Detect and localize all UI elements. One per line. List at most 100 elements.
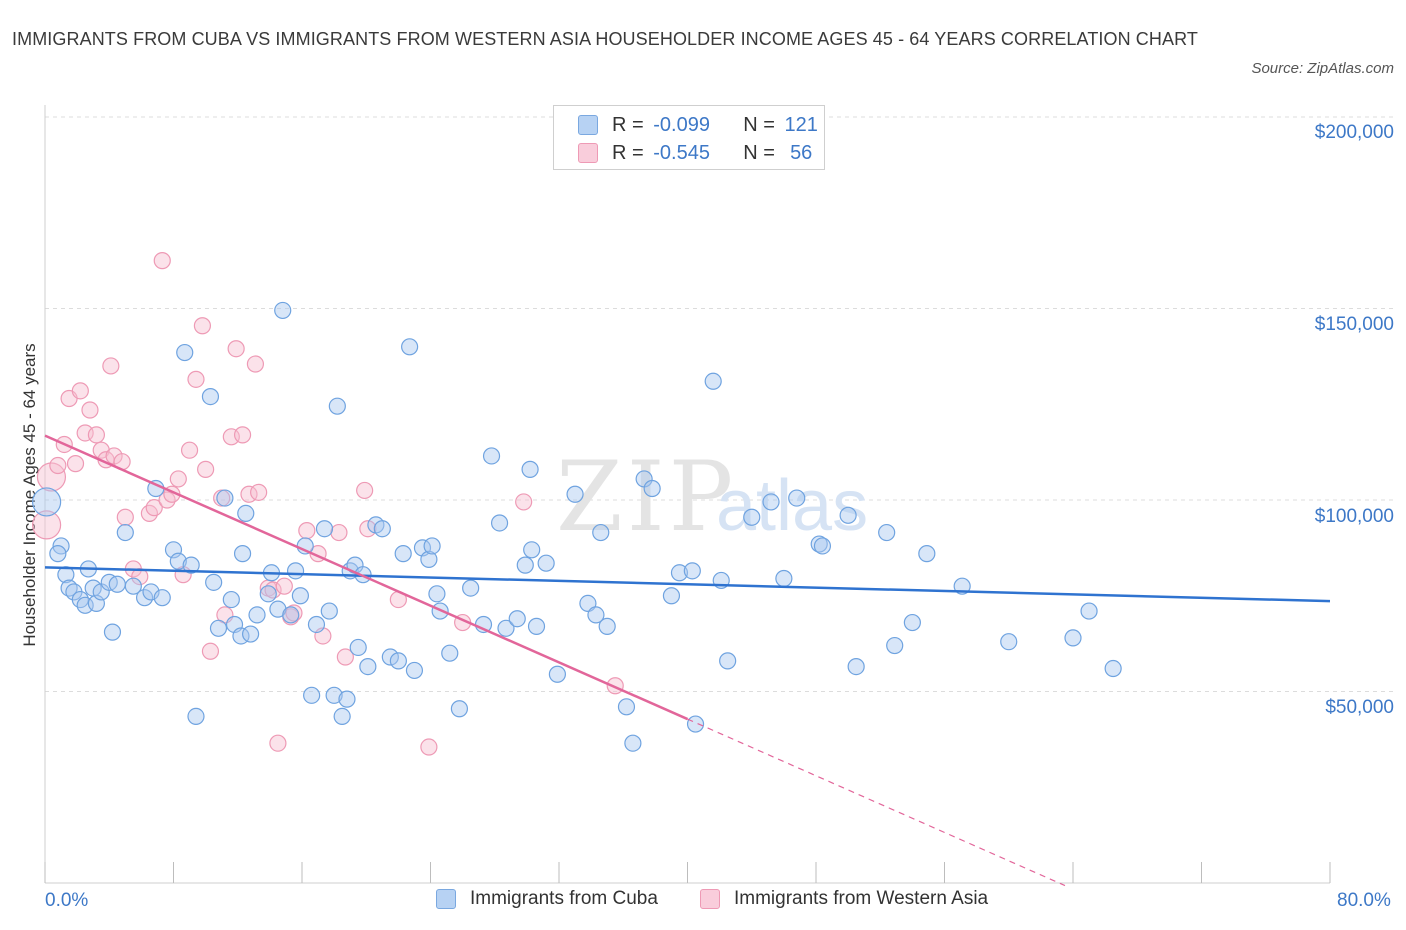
point-western-asia: [197, 460, 215, 478]
point-cuba: [670, 564, 689, 582]
watermark-atlas: atlas: [716, 466, 868, 546]
point-cuba: [169, 552, 187, 570]
point-western-asia: [269, 734, 287, 752]
point-cuba: [516, 556, 534, 574]
point-cuba: [176, 343, 194, 362]
point-cuba: [303, 686, 321, 704]
point-western-asia: [87, 426, 106, 444]
watermark-zip: ZIP: [556, 441, 737, 553]
point-cuba: [359, 658, 377, 676]
point-cuba: [32, 487, 62, 517]
point-western-asia: [36, 462, 67, 492]
point-western-asia: [102, 357, 120, 375]
gridlines: [45, 116, 1395, 692]
point-western-asia: [515, 493, 533, 511]
point-cuba: [222, 590, 240, 609]
point-cuba: [704, 372, 722, 390]
point-cuba: [328, 397, 346, 415]
watermark: ZIP atlas: [556, 441, 868, 553]
point-western-asia: [49, 456, 67, 475]
point-cuba: [788, 489, 806, 507]
series-western-asia: [32, 252, 624, 756]
point-cuba: [248, 606, 266, 624]
point-cuba: [423, 537, 441, 555]
point-western-asia: [187, 370, 205, 388]
point-cuba: [182, 556, 200, 574]
y-tick-100000: $100,000: [1314, 506, 1394, 527]
point-cuba: [291, 587, 309, 605]
point-cuba: [497, 619, 515, 637]
point-western-asia: [250, 483, 268, 501]
point-cuba: [462, 579, 480, 597]
point-cuba: [405, 661, 424, 680]
point-cuba: [762, 493, 780, 511]
point-western-asia: [233, 426, 252, 444]
point-cuba: [537, 554, 555, 572]
point-western-asia: [275, 577, 293, 595]
point-cuba: [878, 523, 896, 542]
y-tick-200000: $200,000: [1314, 122, 1394, 143]
point-cuba: [116, 523, 134, 542]
point-cuba: [237, 504, 255, 523]
point-cuba: [205, 573, 223, 591]
bottom-legend-label-cuba: Immigrants from Cuba: [470, 888, 658, 909]
point-western-asia: [227, 340, 245, 358]
point-western-asia: [201, 642, 220, 660]
point-western-asia: [32, 510, 62, 540]
bottom-legend-swatch-cuba: [436, 889, 456, 909]
trend-extension-western-asia: [687, 718, 1066, 887]
point-cuba: [320, 602, 338, 620]
point-cuba: [325, 686, 343, 704]
legend-n-value: 56: [790, 141, 813, 164]
point-cuba: [333, 707, 351, 725]
bottom-legend-swatch-western-asia: [700, 889, 720, 909]
point-western-asia: [153, 252, 171, 270]
x-tick-max: 80.0%: [1337, 890, 1391, 911]
point-western-asia: [145, 499, 163, 517]
point-western-asia: [298, 522, 316, 540]
point-western-asia: [359, 520, 377, 538]
trend-lines: [44, 434, 1331, 887]
point-cuba: [617, 698, 636, 716]
point-cuba: [847, 658, 865, 676]
point-cuba: [57, 566, 75, 584]
legend-swatch-cuba: [578, 115, 598, 135]
point-western-asia: [330, 523, 348, 542]
point-cuba: [401, 338, 419, 356]
point-western-asia: [169, 470, 187, 488]
point-cuba: [490, 514, 509, 532]
point-cuba: [508, 610, 526, 628]
point-cuba: [587, 606, 605, 624]
point-cuba: [523, 541, 541, 559]
point-cuba: [349, 638, 367, 657]
point-cuba: [373, 520, 391, 538]
legend-n-value: 121: [784, 113, 818, 136]
point-western-asia: [193, 317, 212, 335]
point-cuba: [592, 523, 610, 542]
point-cuba: [813, 537, 832, 555]
point-cuba: [683, 562, 701, 580]
point-cuba: [315, 520, 334, 538]
point-cuba: [187, 707, 205, 725]
point-cuba: [124, 577, 142, 595]
chart-title: IMMIGRANTS FROM CUBA VS IMMIGRANTS FROM …: [12, 29, 1198, 49]
point-cuba: [624, 734, 642, 752]
legend-n-label: N =: [743, 113, 775, 136]
point-cuba: [441, 644, 459, 662]
point-cuba: [286, 562, 305, 580]
legend-r-label: R =: [612, 113, 644, 136]
point-cuba: [381, 648, 399, 666]
legend-row-cuba: R = -0.099 N = 121: [578, 112, 818, 138]
point-western-asia: [246, 355, 265, 373]
point-cuba: [259, 585, 277, 603]
point-cuba: [521, 460, 539, 478]
point-cuba: [598, 617, 616, 635]
point-cuba: [108, 575, 126, 593]
point-cuba: [274, 301, 292, 320]
point-western-asia: [336, 648, 354, 666]
point-cuba: [450, 700, 469, 718]
point-cuba: [103, 623, 122, 641]
x-tick-min: 0.0%: [45, 890, 89, 911]
y-tick-150000: $150,000: [1314, 314, 1394, 335]
